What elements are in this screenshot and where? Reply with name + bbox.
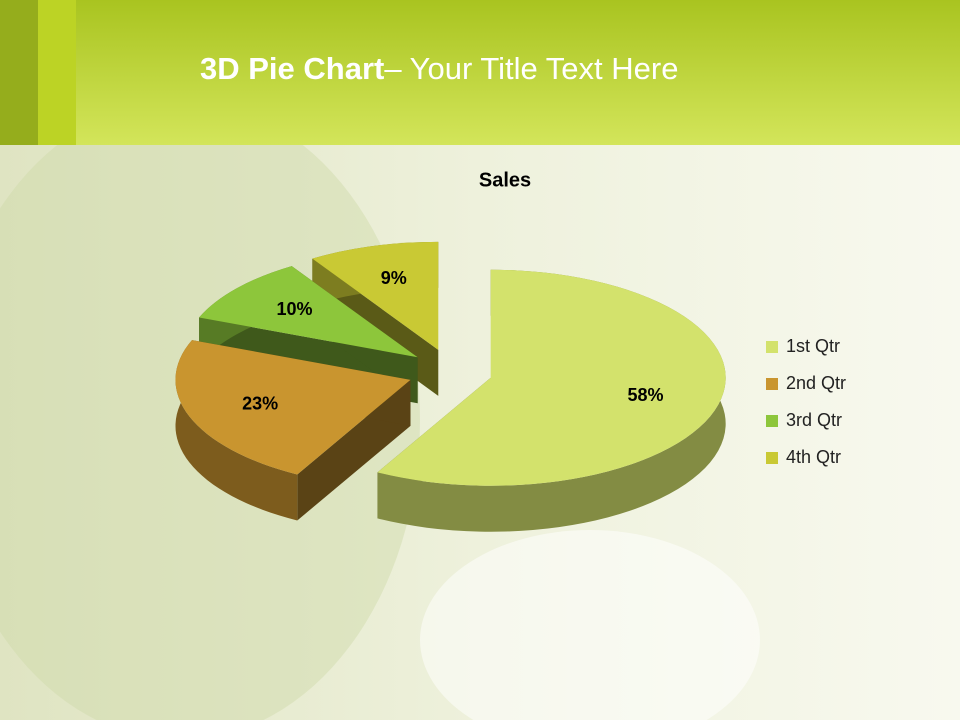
slice xyxy=(199,266,418,358)
background-plate xyxy=(420,530,760,720)
legend-swatch xyxy=(766,452,778,464)
title-banner xyxy=(0,0,960,145)
legend-label: 3rd Qtr xyxy=(786,410,842,430)
slice-edge xyxy=(175,340,298,521)
slide-title-bold: 3D Pie Chart xyxy=(200,51,384,86)
data-label: 23% xyxy=(242,393,278,413)
data-label: 58% xyxy=(627,385,663,405)
slide-title: 3D Pie Chart– Your Title Text Here xyxy=(200,51,678,86)
legend-label: 4th Qtr xyxy=(786,447,841,467)
data-label: 10% xyxy=(276,299,312,319)
slice xyxy=(377,269,726,486)
legend-label: 2nd Qtr xyxy=(786,373,846,393)
legend-swatch xyxy=(766,378,778,390)
legend-swatch xyxy=(766,341,778,353)
slice xyxy=(175,340,411,475)
chart-title: Sales xyxy=(479,169,531,191)
slice xyxy=(312,241,439,350)
banner-stripe xyxy=(0,0,38,145)
pie: 58% 23% 10% 9% xyxy=(175,241,726,532)
legend-label: 1st Qtr xyxy=(786,336,840,356)
banner-stripe xyxy=(38,0,76,145)
data-label: 9% xyxy=(381,268,407,288)
legend: 1st Qtr 2nd Qtr 3rd Qtr 4th Qtr xyxy=(766,336,846,467)
slide-title-rest: – Your Title Text Here xyxy=(384,51,678,86)
legend-swatch xyxy=(766,415,778,427)
